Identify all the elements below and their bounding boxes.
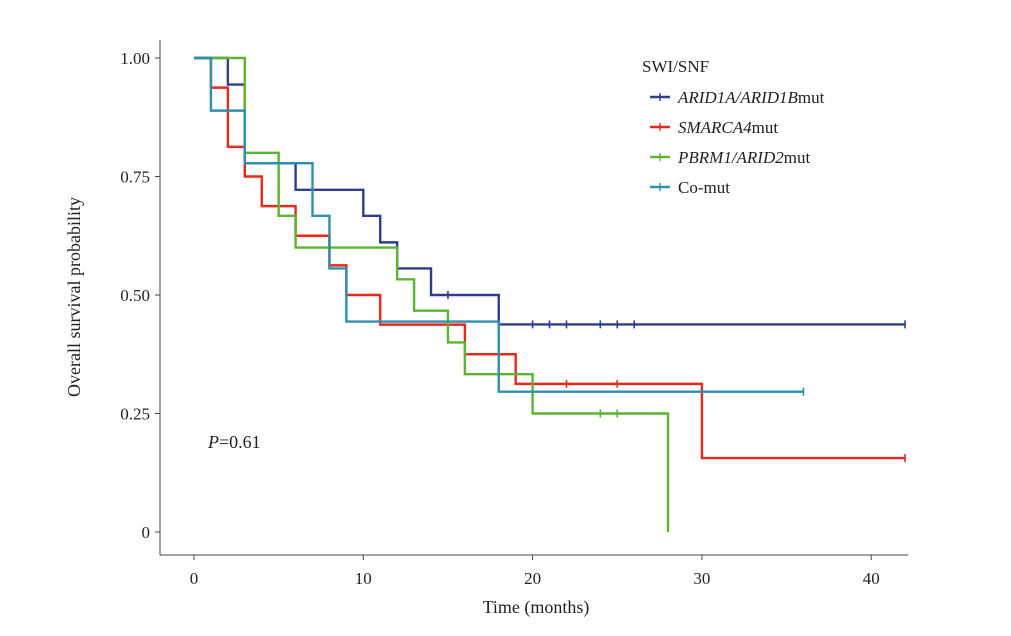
- legend-label-gene: SMARCA4: [678, 118, 752, 137]
- legend-item: SMARCA4mut: [650, 118, 778, 137]
- x-axis-title: Time (months): [483, 597, 590, 618]
- legend: SWI/SNF ARID1A/ARID1BmutSMARCA4mutPBRM1/…: [642, 57, 825, 197]
- x-tick-label: 0: [190, 569, 199, 588]
- y-axis-ticks: 0 0.25 0.50 0.75 1.00: [120, 49, 160, 542]
- legend-label-gene: PBRM1/ARID2: [677, 148, 784, 167]
- x-axis-ticks: 0 10 20 30 40: [190, 555, 880, 588]
- legend-label: PBRM1/ARID2mut: [677, 148, 810, 167]
- y-tick-label: 1.00: [120, 49, 150, 68]
- legend-label-suffix: Co-mut: [678, 178, 730, 197]
- y-axis-title: Overall survival probability: [64, 197, 84, 397]
- legend-item: Co-mut: [650, 178, 730, 197]
- y-tick-label: 0.50: [120, 286, 150, 305]
- legend-label-suffix: mut: [784, 148, 811, 167]
- legend-item: PBRM1/ARID2mut: [650, 148, 810, 167]
- legend-item: ARID1A/ARID1Bmut: [650, 88, 825, 107]
- p-value-italic: P: [207, 432, 219, 452]
- legend-label: SMARCA4mut: [678, 118, 778, 137]
- p-value-rest: =0.61: [219, 432, 261, 452]
- legend-label: Co-mut: [678, 178, 730, 197]
- x-tick-label: 20: [524, 569, 541, 588]
- y-tick-label: 0.75: [120, 168, 150, 187]
- censor-marks: [447, 291, 906, 463]
- legend-label-suffix: mut: [798, 88, 825, 107]
- legend-label: ARID1A/ARID1Bmut: [677, 88, 825, 107]
- legend-title: SWI/SNF: [642, 57, 709, 76]
- x-tick-label: 40: [863, 569, 880, 588]
- legend-label-suffix: mut: [752, 118, 779, 137]
- y-tick-label: 0: [142, 523, 151, 542]
- y-tick-label: 0.25: [120, 405, 150, 424]
- legend-label-gene: ARID1A/ARID1B: [677, 88, 799, 107]
- plot-area: 0 0.25 0.50 0.75 1.00 0 10 20 30 40: [120, 40, 908, 588]
- series-layer: [194, 56, 906, 532]
- series-line-arid1a-arid1bmut: [194, 56, 906, 326]
- x-tick-label: 30: [693, 569, 710, 588]
- series-line-smarca4mut: [194, 56, 906, 460]
- x-tick-label: 10: [355, 569, 372, 588]
- p-value-annotation: P=0.61: [207, 432, 261, 452]
- series-line-pbrm1-arid2mut: [194, 56, 670, 532]
- series-line-co-mut: [194, 56, 804, 393]
